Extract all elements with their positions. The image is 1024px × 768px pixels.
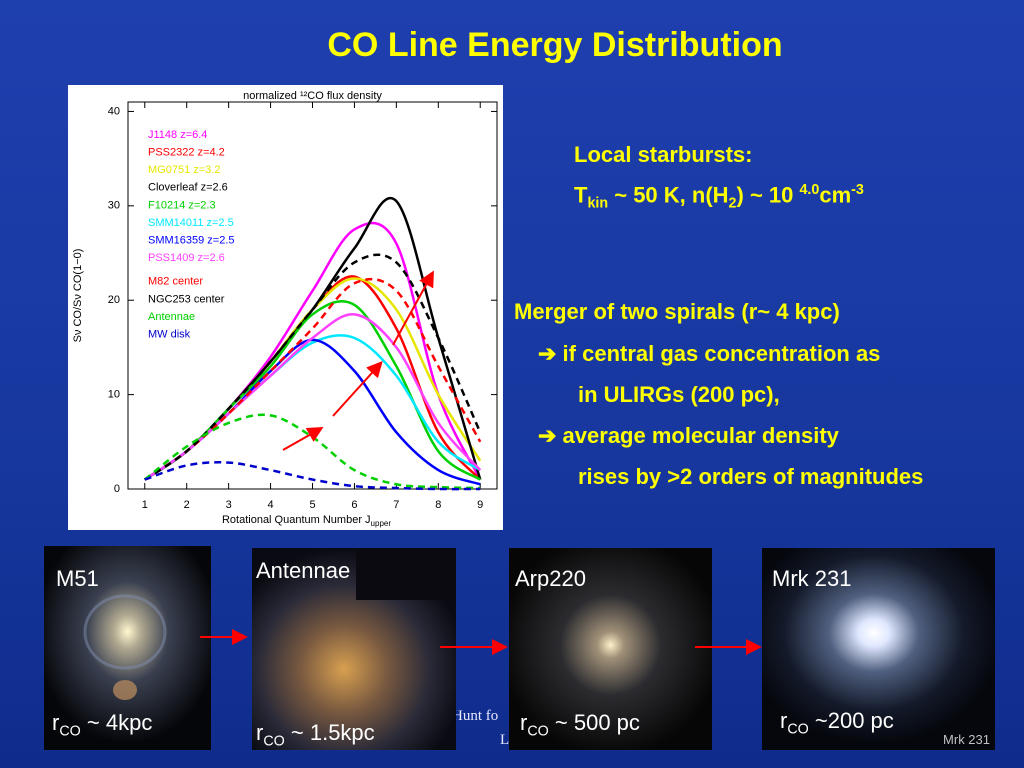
x-tick-label: 4: [268, 499, 274, 511]
x-tick-label: 2: [184, 499, 190, 511]
panel-arrows: [200, 629, 762, 655]
arrow: [282, 427, 324, 451]
legend-entry: SMM16359 z=2.5: [148, 235, 235, 247]
local-heading: Local starbursts:: [574, 142, 753, 167]
text-run: CO: [527, 723, 549, 740]
chart-title: normalized ¹²CO flux density: [243, 90, 382, 102]
x-axis-label-part: upper: [371, 519, 392, 528]
galaxy-image: [509, 548, 712, 750]
merger-line: ➔ average molecular density: [538, 423, 839, 448]
merger-line: ➔ if central gas concentration as: [538, 341, 881, 366]
text-run: kin: [587, 195, 609, 212]
chart-arrows: [282, 270, 434, 451]
x-tick-label: 1: [142, 499, 148, 511]
merger-line: rises by >2 orders of magnitudes: [578, 464, 924, 489]
legend-entry: J1148 z=6.4: [148, 129, 207, 141]
text-run: ~ 1.5kpc: [284, 720, 375, 745]
legend-entry: NGC253 center: [148, 293, 225, 305]
legend-entry: MG0751 z=3.2: [148, 164, 220, 176]
panel-name: Mrk 231: [772, 566, 852, 591]
x-tick-label: 6: [351, 499, 357, 511]
series-line: [144, 313, 482, 481]
text-run: ~ 4kpc: [80, 710, 153, 735]
text-run: 2: [728, 195, 737, 212]
arrow: [392, 270, 434, 346]
text-run: ~200 pc: [808, 708, 894, 733]
text-run: r: [520, 710, 528, 735]
panel-caption: rCO ~ 1.5kpc: [256, 720, 375, 749]
text-run: CO: [787, 721, 809, 738]
y-tick-label: 0: [114, 483, 120, 495]
companion: [113, 680, 137, 700]
text-run: CO: [59, 723, 81, 740]
text-run: -3: [851, 182, 864, 198]
legend-entry: PSS1409 z=2.6: [148, 252, 225, 264]
y-tick-label: 30: [108, 200, 120, 212]
text-run: CO: [263, 733, 285, 750]
legend-entry: MW disk: [148, 329, 191, 341]
x-tick-label: 3: [226, 499, 232, 511]
x-axis-label: Rotational Quantum Number Jupper: [222, 514, 391, 528]
legend-entry: SMM14011 z=2.5: [148, 217, 234, 229]
panel-caption: rCO ~ 500 pc: [520, 710, 640, 739]
y-tick-label: 40: [108, 105, 120, 117]
local-line: Tkin ~ 50 K, n(H2) ~ 10 4.0cm-3: [574, 182, 864, 212]
footer: Hunt fo: [452, 708, 498, 724]
legend-entry: Cloverleaf z=2.6: [148, 182, 228, 194]
panel-caption: rCO ~200 pc: [780, 708, 894, 737]
arrow: [332, 361, 383, 417]
galaxy-image: [762, 548, 995, 750]
series-line: [144, 277, 482, 481]
x-axis-label-part: Rotational Quantum Number J: [222, 514, 371, 526]
text-run: r: [780, 708, 788, 733]
y-axis-label: Sν CO/Sν CO(1−0): [72, 249, 84, 343]
x-tick-label: 5: [309, 499, 315, 511]
text-run: ~ 500 pc: [548, 710, 640, 735]
text-run: cm: [819, 182, 852, 208]
panel-caption: rCO ~ 4kpc: [52, 710, 152, 739]
x-tick-label: 8: [435, 499, 441, 511]
panel-name: Arp220: [515, 566, 586, 591]
legend-entry: PSS2322 z=4.2: [148, 147, 225, 159]
chart-panel: [68, 85, 503, 530]
spiral-arm: [83, 594, 167, 670]
y-tick-label: 20: [108, 294, 120, 306]
footer: L: [500, 732, 509, 748]
text-run: r: [256, 720, 264, 745]
x-tick-label: 9: [477, 499, 483, 511]
y-tick-label: 10: [108, 389, 120, 401]
panel-name: Antennae: [256, 558, 351, 583]
merger-line: in ULIRGs (200 pc),: [578, 382, 780, 407]
text-run: r: [52, 710, 60, 735]
chart: normalized ¹²CO flux density Sν CO/Sν CO(…: [72, 90, 498, 528]
x-tick-label: 7: [393, 499, 399, 511]
merger-heading: Merger of two spirals (r~ 4 kpc): [514, 299, 840, 324]
text-run: ~ 50 K, n(H: [608, 182, 729, 208]
text-run: 4.0: [799, 182, 820, 198]
text-run: ) ~ 10: [736, 182, 800, 208]
series-line: [144, 461, 481, 491]
galaxy-image: [44, 546, 211, 750]
panel-name: M51: [56, 566, 99, 591]
legend-entry: F10214 z=2.3: [148, 199, 216, 211]
watermark: Mrk 231: [943, 732, 990, 747]
text-run: T: [574, 182, 588, 208]
image-cutout: [356, 548, 456, 600]
slide-title: CO Line Energy Distribution: [327, 26, 783, 64]
legend-entry: M82 center: [148, 276, 203, 288]
legend-entry: Antennae: [148, 311, 195, 323]
